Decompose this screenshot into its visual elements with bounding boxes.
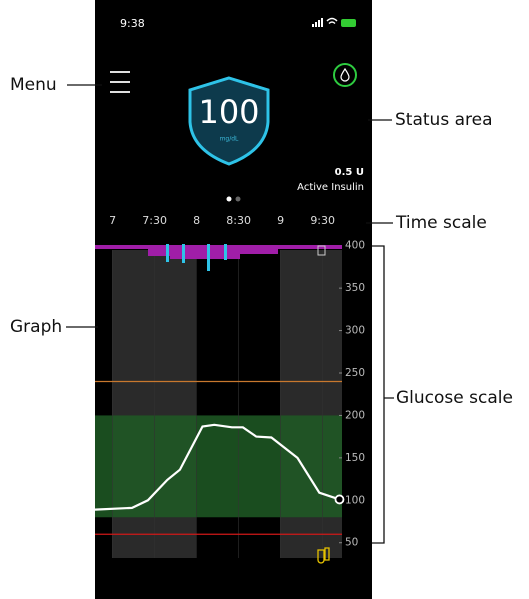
glucose-tick-label: 200 (345, 409, 365, 421)
target-range (95, 415, 342, 518)
time-tick-label: 8 (193, 214, 200, 227)
time-tick-label: 7 (109, 214, 116, 227)
callout-bracket (372, 245, 394, 544)
status-shield[interactable]: 100 mg/dL (188, 76, 270, 166)
glucose-tick-label: 150 (345, 452, 365, 464)
glucose-tick-label: 400 (345, 240, 365, 252)
time-tick-label: 8:30 (226, 214, 251, 227)
glucose-reading: 100 (198, 93, 259, 131)
callout-label: Status area (395, 110, 492, 130)
clock: 9:38 (120, 17, 145, 30)
glucose-tick-label: 300 (345, 325, 365, 337)
glucose-line (94, 423, 340, 511)
glucose-unit: mg/dL (220, 136, 239, 143)
time-tick-label: 7:30 (142, 214, 167, 227)
callout-label: Time scale (395, 213, 487, 233)
callout-label: Glucose scale (396, 388, 513, 408)
page-dot[interactable] (235, 196, 241, 202)
glucose-tick-label: 100 (345, 494, 365, 506)
insulin-delivery (95, 244, 342, 271)
time-tick-label: 9 (277, 214, 284, 227)
menu-button[interactable] (110, 71, 130, 93)
callout-label: Graph (10, 317, 62, 337)
active-insulin-amount: 0.5 U (335, 167, 364, 178)
active-insulin-label: Active Insulin (297, 182, 364, 193)
current-reading (334, 494, 345, 505)
callout-label: Menu (10, 75, 57, 95)
sensor-icon (317, 547, 330, 564)
time-tick-label: 9:30 (310, 214, 335, 227)
graph (94, 245, 345, 558)
glucose-tick-label: 250 (345, 367, 365, 379)
status-icons (312, 17, 356, 27)
page-dot[interactable] (226, 196, 232, 202)
bolus-button[interactable] (333, 63, 357, 87)
glucose-tick-label: 350 (345, 282, 365, 294)
glucose-tick-label: 50 (345, 537, 358, 549)
